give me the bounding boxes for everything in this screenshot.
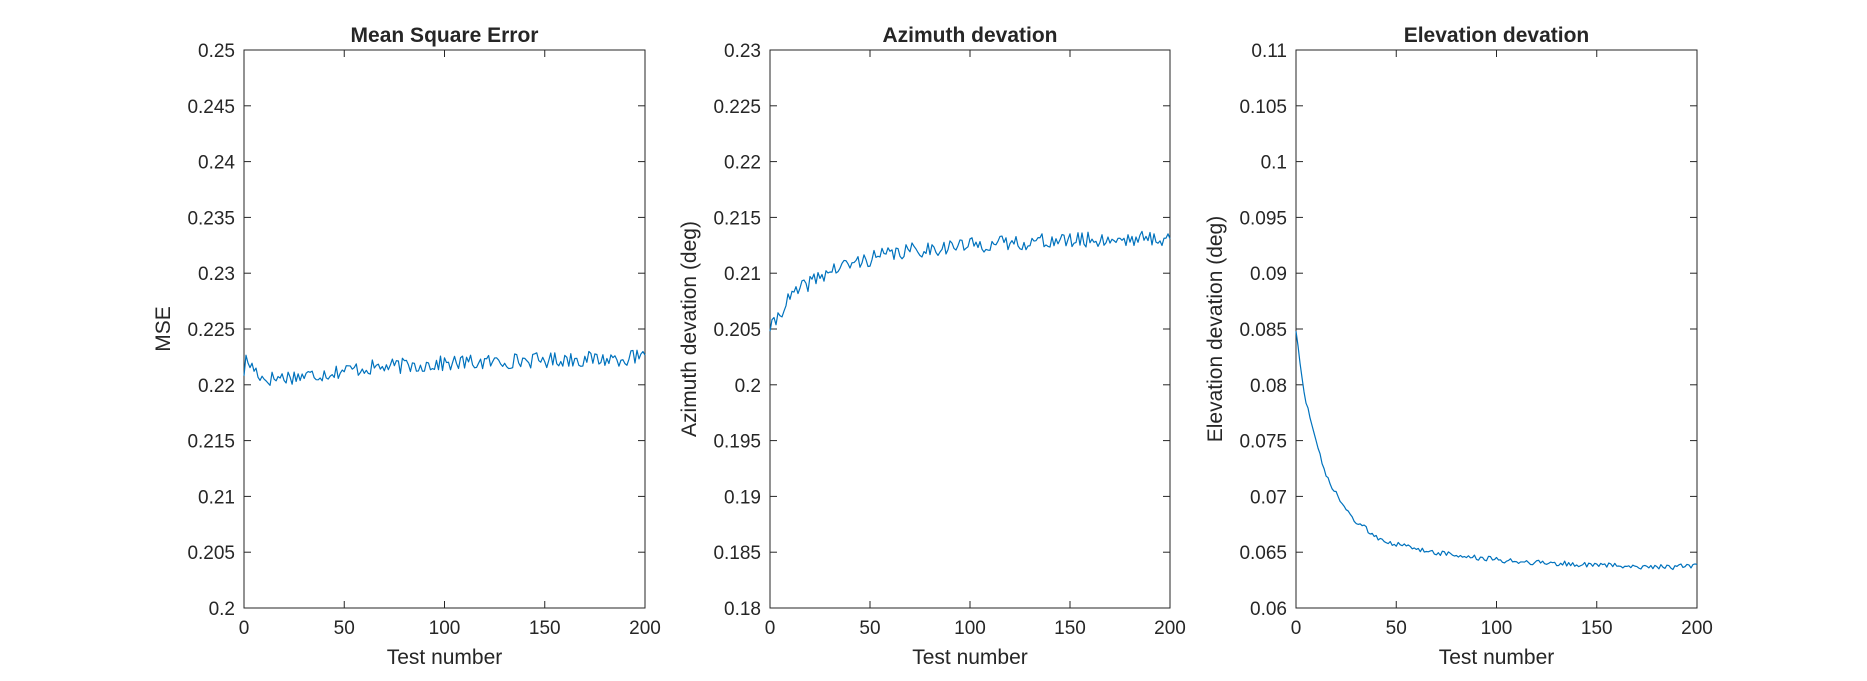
y-tick-label: 0.075	[1239, 432, 1287, 453]
x-tick-label: 150	[1054, 618, 1086, 639]
x-tick-label: 150	[529, 618, 561, 639]
chart-title: Elevation devation	[1404, 24, 1590, 47]
y-tick-label: 0.18	[724, 599, 761, 620]
x-tick-label: 150	[1581, 618, 1613, 639]
chart-title: Azimuth devation	[882, 24, 1057, 47]
y-tick-label: 0.11	[1251, 41, 1287, 62]
y-tick-label: 0.23	[198, 264, 235, 285]
chart-title: Mean Square Error	[351, 24, 539, 47]
y-tick-label: 0.1	[1261, 153, 1287, 174]
subplot-2: 0 50 100 150 200 0.18 0.185 0.19 0.195 0.2 0.205 0.…	[678, 24, 1186, 669]
x-tick-label: 200	[629, 618, 661, 639]
x-tick-label: 0	[1291, 618, 1302, 639]
x-tick-label: 50	[334, 618, 355, 639]
axes-box	[769, 49, 1171, 609]
y-tick-label: 0.085	[1239, 320, 1287, 341]
x-tick-label: 200	[1154, 618, 1186, 639]
y-tick-label: 0.185	[713, 543, 761, 564]
y-tick-label: 0.205	[187, 543, 235, 564]
y-tick-label: 0.19	[724, 487, 761, 508]
axes-box	[243, 49, 646, 609]
subplot-1: 0 50 100 150 200 0.2 0.205 0.21 0.215 0.22 0.225 0.…	[152, 24, 661, 669]
x-tick-label: 200	[1681, 618, 1713, 639]
y-tick-label: 0.25	[198, 41, 235, 62]
y-tick-label: 0.21	[724, 264, 761, 285]
y-tick-label: 0.22	[724, 153, 761, 174]
y-axis-label: Elevation devation (deg)	[1204, 216, 1227, 442]
y-tick-label: 0.21	[198, 487, 235, 508]
x-tick-label: 50	[1386, 618, 1407, 639]
y-tick-label: 0.215	[187, 432, 235, 453]
x-axis-label: Test number	[1439, 646, 1555, 669]
y-tick-label: 0.065	[1239, 543, 1287, 564]
y-tick-label: 0.195	[713, 432, 761, 453]
x-tick-label: 50	[859, 618, 880, 639]
x-tick-label: 100	[429, 618, 461, 639]
axes-box	[1295, 49, 1698, 609]
y-tick-label: 0.24	[198, 153, 235, 174]
y-tick-label: 0.205	[713, 320, 761, 341]
y-tick-label: 0.225	[713, 97, 761, 118]
y-tick-label: 0.06	[1250, 599, 1287, 620]
y-tick-label: 0.07	[1250, 487, 1287, 508]
x-axis-label: Test number	[387, 646, 503, 669]
y-tick-label: 0.2	[209, 599, 235, 620]
x-tick-label: 100	[954, 618, 986, 639]
x-tick-label: 100	[1481, 618, 1513, 639]
y-tick-label: 0.235	[187, 208, 235, 229]
y-tick-label: 0.08	[1250, 376, 1287, 397]
y-tick-label: 0.225	[187, 320, 235, 341]
y-tick-label: 0.245	[187, 97, 235, 118]
y-tick-label: 0.22	[198, 376, 235, 397]
y-tick-label: 0.095	[1239, 208, 1287, 229]
y-tick-label: 0.09	[1250, 264, 1287, 285]
y-tick-label: 0.23	[724, 41, 761, 62]
y-axis-label: MSE	[152, 306, 175, 352]
y-tick-label: 0.105	[1239, 97, 1287, 118]
x-tick-label: 0	[765, 618, 776, 639]
series-line	[769, 230, 1171, 332]
subplot-3: 0 50 100 150 200 0.06 0.065 0.07 0.075 0.08 0.085 0…	[1204, 24, 1713, 669]
series-line	[1295, 331, 1698, 571]
y-axis-label: Azimuth devation (deg)	[678, 221, 701, 437]
x-tick-label: 0	[239, 618, 250, 639]
series-line	[243, 349, 646, 386]
x-axis-label: Test number	[912, 646, 1028, 669]
y-tick-label: 0.215	[713, 208, 761, 229]
y-tick-label: 0.2	[735, 376, 761, 397]
